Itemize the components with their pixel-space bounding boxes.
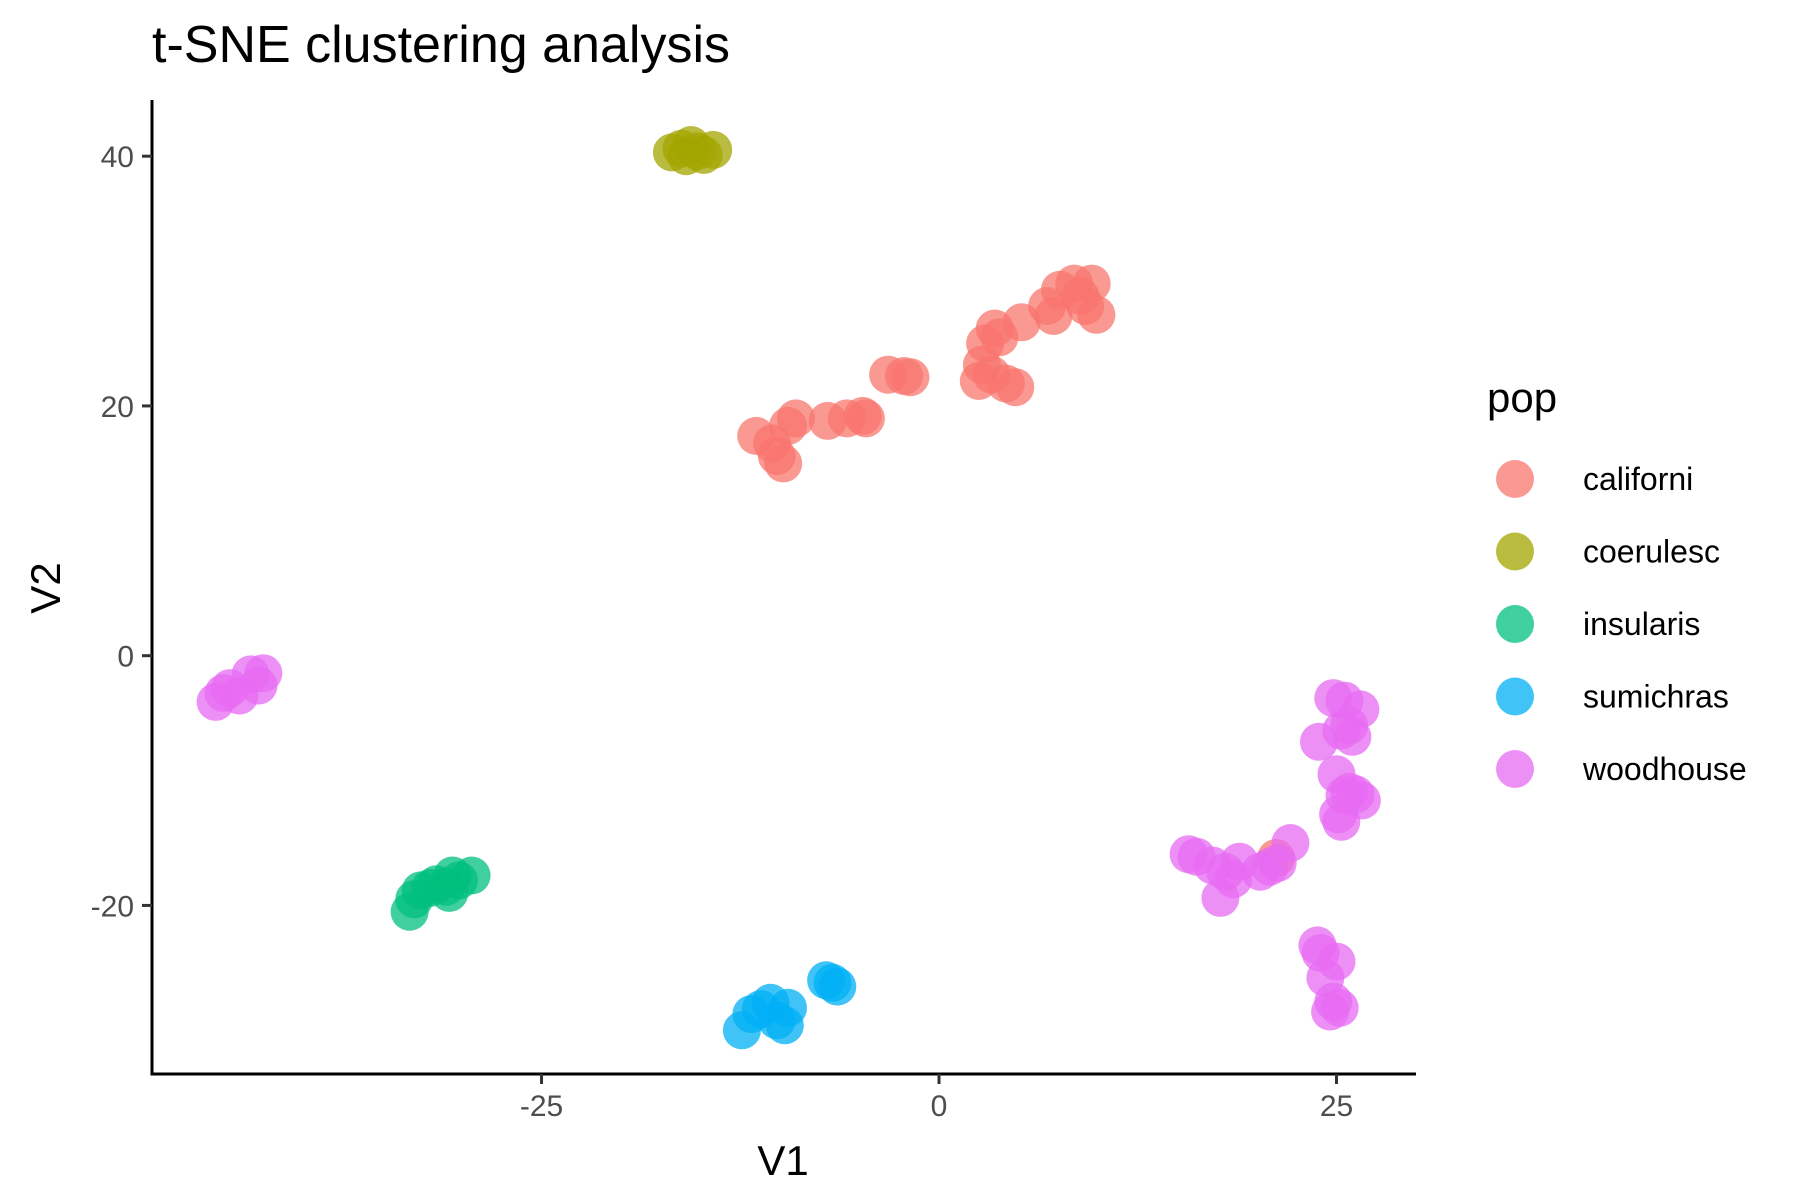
- point-sumichras-6: [769, 988, 807, 1027]
- x-tick-label-0: -25: [520, 1090, 563, 1123]
- x-tick-label-1: 0: [931, 1090, 948, 1123]
- plot-points: [196, 126, 1381, 1050]
- x-axis-title: V1: [757, 1137, 808, 1184]
- point-woodhouse-32: [1341, 690, 1380, 729]
- y-tick-label-0: -20: [91, 890, 134, 923]
- y-axis-ticks: -20 0 20 40: [91, 141, 152, 923]
- legend-title: pop: [1487, 374, 1557, 421]
- x-axis-ticks: -25 0 25: [520, 1074, 1353, 1123]
- point-californi-12: [891, 358, 930, 397]
- point-californi-3: [764, 444, 803, 483]
- y-axis-title: V2: [22, 562, 69, 613]
- y-tick-label-1: 0: [117, 641, 134, 674]
- legend: pop californi coerulesc insularis sumichras…: [1487, 374, 1747, 788]
- point-californi-20: [996, 368, 1035, 407]
- point-woodhouse-17: [1271, 824, 1310, 862]
- point-coerulesc-6: [694, 130, 733, 169]
- point-californi-29: [1077, 295, 1116, 334]
- legend-key-woodhouse: [1496, 750, 1534, 788]
- y-tick-label-3: 40: [101, 141, 134, 174]
- legend-label-insularis: insularis: [1583, 606, 1700, 642]
- point-woodhouse-24: [1320, 988, 1359, 1027]
- legend-key-insularis: [1496, 605, 1534, 643]
- point-woodhouse-6: [244, 654, 283, 693]
- point-californi-5: [776, 399, 815, 438]
- point-woodhouse-23: [1317, 942, 1356, 981]
- legend-key-sumichras: [1496, 677, 1534, 716]
- point-woodhouse-38: [1342, 781, 1381, 820]
- legend-label-californi: californi: [1583, 461, 1693, 497]
- point-californi-9: [846, 399, 885, 438]
- legend-label-coerulesc: coerulesc: [1583, 534, 1720, 570]
- y-tick-label-2: 20: [101, 391, 134, 424]
- legend-label-sumichras: sumichras: [1583, 679, 1729, 715]
- legend-items: californi coerulesc insularis sumichras wood…: [1496, 460, 1747, 788]
- legend-label-woodhouse: woodhouse: [1582, 751, 1747, 787]
- chart-title: t-SNE clustering analysis: [152, 16, 730, 74]
- point-californi-28: [1072, 264, 1111, 303]
- point-sumichras-9: [818, 967, 857, 1006]
- point-insularis-9: [452, 856, 491, 895]
- legend-key-coerulesc: [1496, 532, 1534, 571]
- x-tick-label-2: 25: [1320, 1090, 1353, 1123]
- legend-key-californi: [1496, 460, 1534, 498]
